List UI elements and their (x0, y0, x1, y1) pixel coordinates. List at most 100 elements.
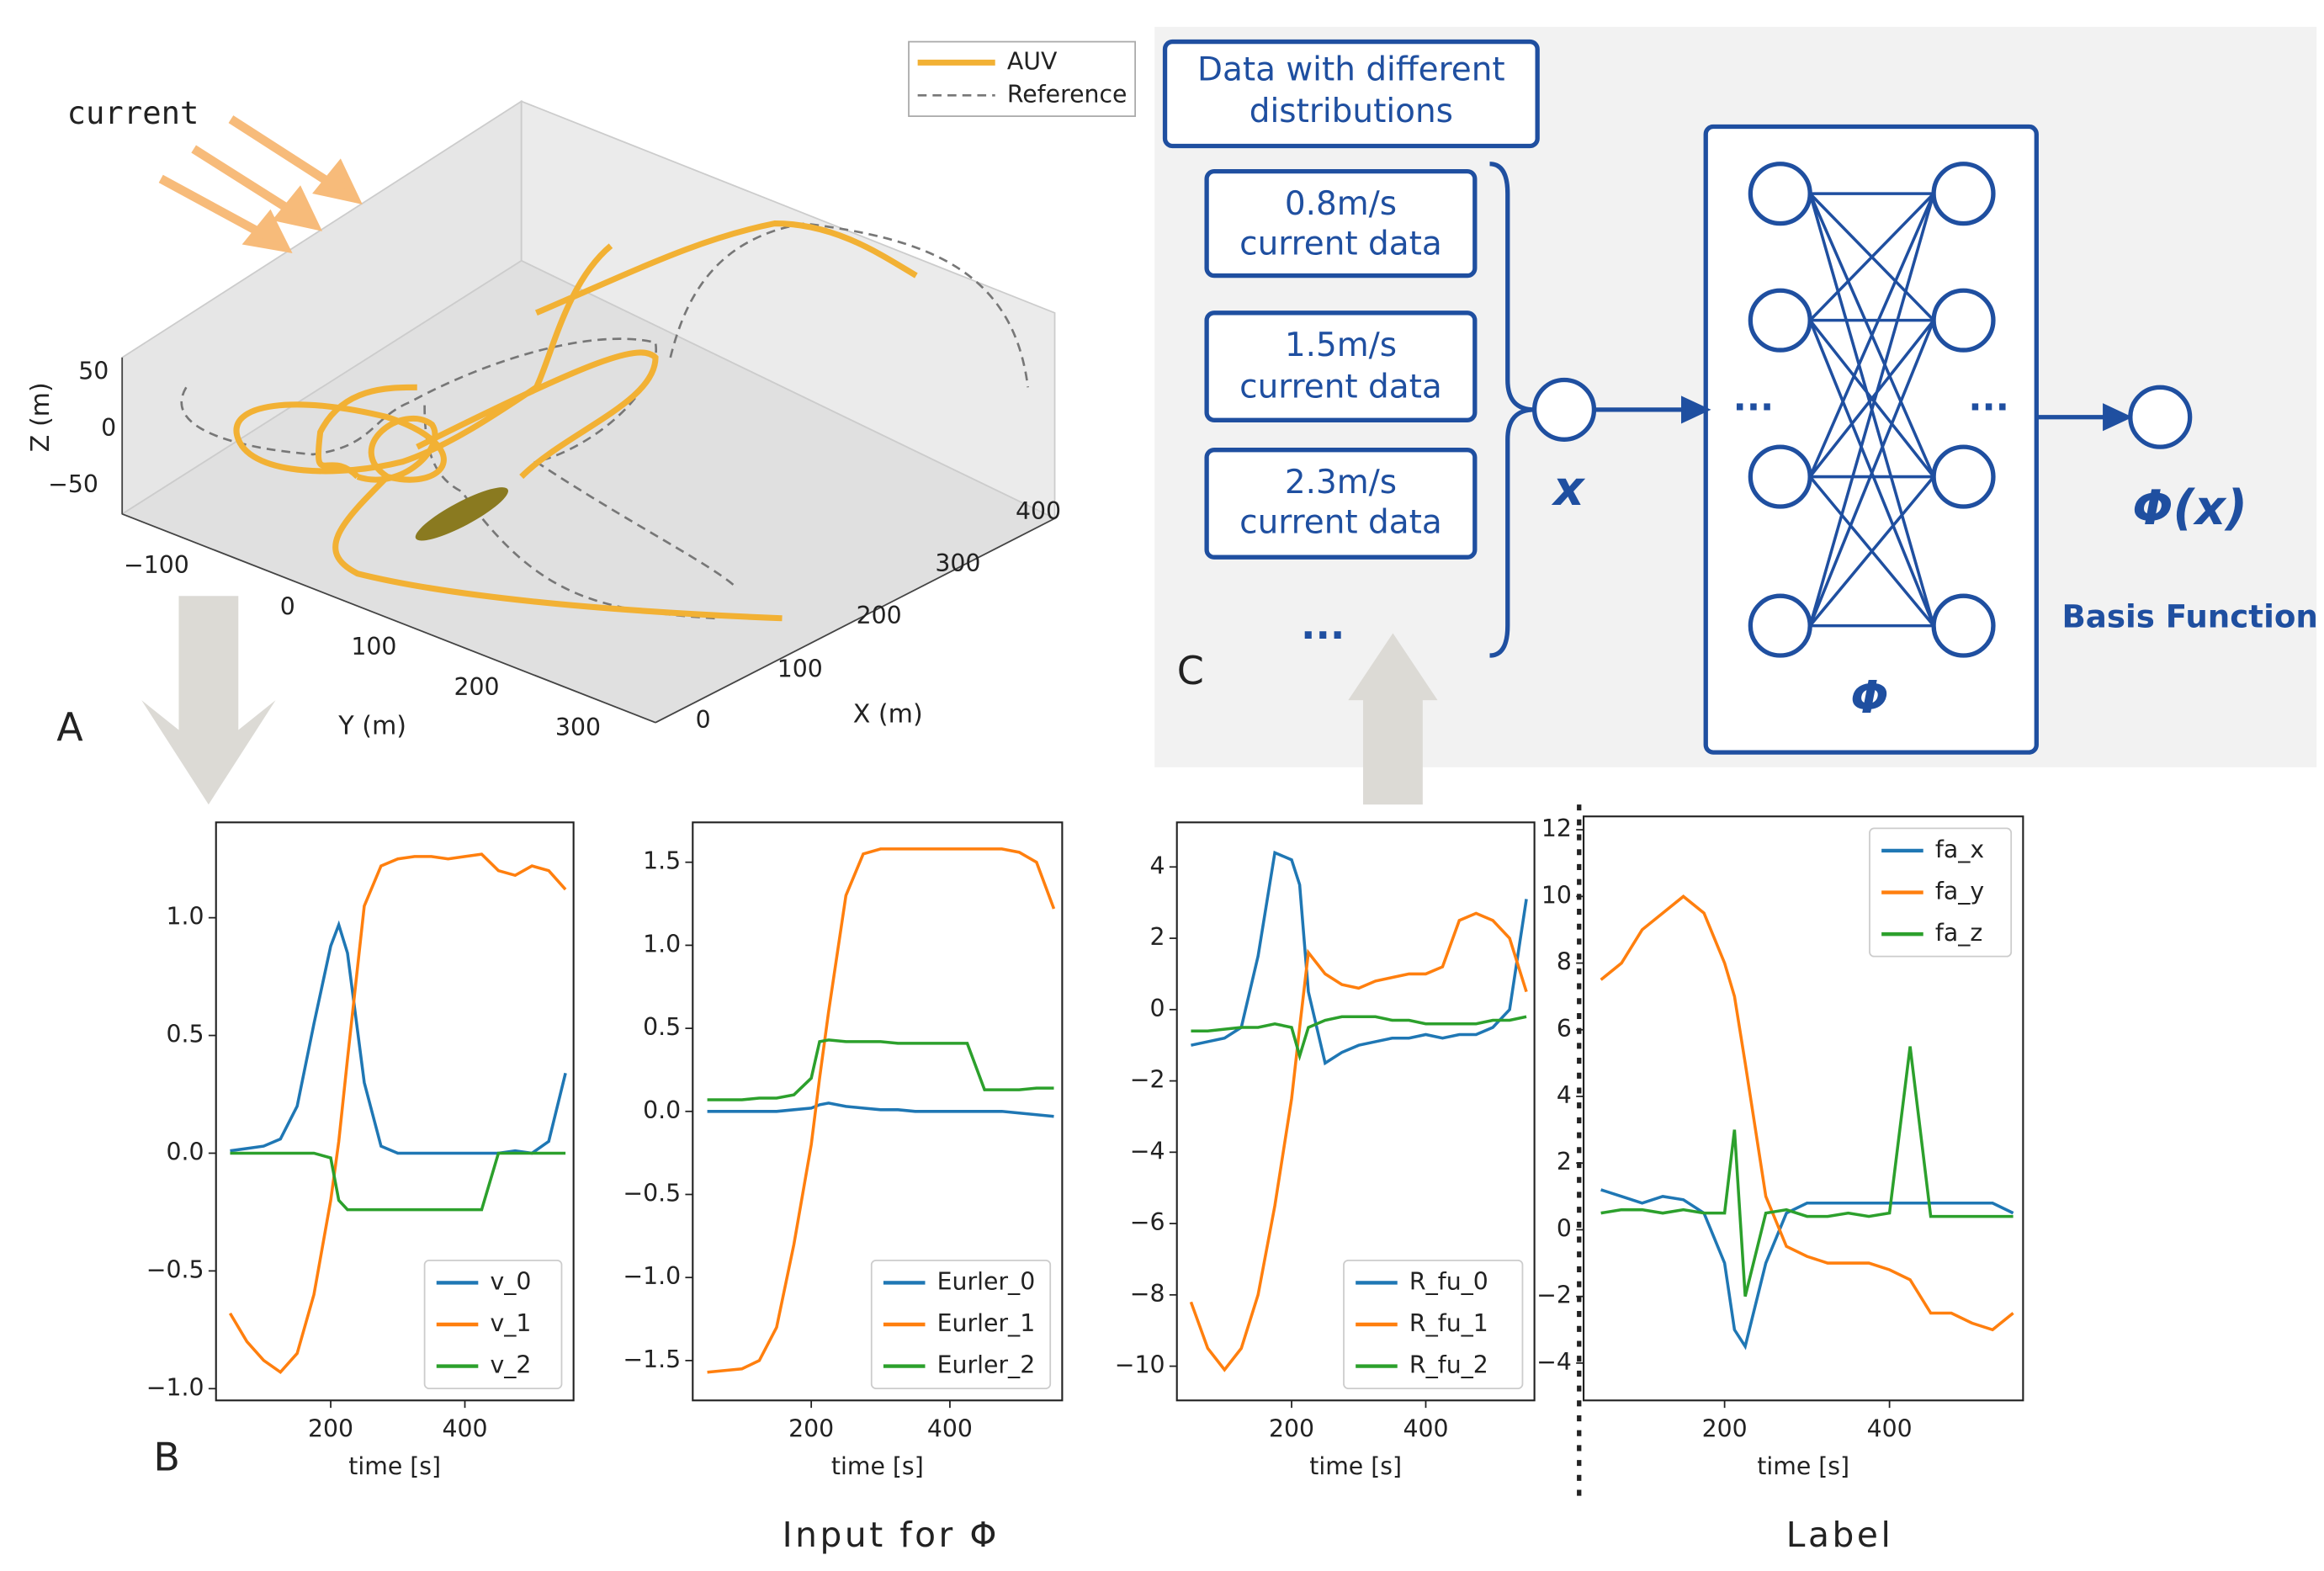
y-tick-label: 0.5 (167, 1021, 204, 1048)
node (1931, 593, 1996, 658)
x-tick-label: 200 (788, 1415, 834, 1443)
y-tick-label: 12 (1541, 815, 1572, 842)
x-axis-label: time [s] (1757, 1452, 1849, 1480)
node (1931, 444, 1996, 509)
trajectory-3d (180, 220, 1029, 622)
output-caption: Basis Function (2061, 597, 2317, 634)
y-tick-label: −4 (1130, 1137, 1165, 1165)
y-tick-label: −4 (1536, 1348, 1572, 1376)
y-tick-label: 2 (1557, 1148, 1572, 1176)
axes-3d-box (120, 99, 1057, 724)
y-tick-label: −0.5 (623, 1179, 681, 1207)
hidden-dots: ··· (1733, 387, 1774, 428)
series-line (1600, 1188, 2014, 1351)
x-axis-label: time [s] (831, 1452, 924, 1480)
y-tick-label: 6 (1557, 1015, 1572, 1043)
x-axis-label: X (m) (853, 699, 923, 729)
legend-label: fa_y (1935, 878, 1984, 905)
x-tick-label: 400 (1403, 1415, 1448, 1443)
x-tick-label: 200 (857, 602, 902, 629)
y-tick-label: −8 (1130, 1280, 1165, 1308)
x-tick-label: 0 (696, 706, 711, 734)
panel-label: A (56, 704, 83, 750)
y-tick-label: 0.0 (643, 1096, 681, 1124)
node (1748, 162, 1812, 226)
input-box: current data (1239, 369, 1442, 406)
box-title: Data with different (1197, 50, 1505, 88)
input-box: 1.5m/s (1285, 326, 1397, 364)
input-box: current data (1239, 504, 1442, 542)
legend-label: v_2 (491, 1351, 532, 1379)
edge (1808, 319, 1935, 627)
x-tick-label: 400 (442, 1415, 487, 1443)
y-tick-label: −10 (1115, 1351, 1165, 1379)
edge (1808, 193, 1935, 627)
caption: Input for Φ (783, 1515, 1000, 1555)
y-tick-label: 1.0 (167, 903, 204, 931)
series-line (1600, 894, 2014, 1332)
x-tick-label: 400 (1867, 1415, 1913, 1443)
input-box: current data (1239, 226, 1442, 263)
x-axis-label: time [s] (1309, 1452, 1402, 1480)
input-box: 0.8m/s (1285, 185, 1397, 223)
x-tick-label: 400 (1016, 497, 1061, 525)
y-tick-label: 0.0 (167, 1138, 204, 1165)
x-tick-label: 200 (308, 1415, 353, 1443)
y-tick-label: −2 (1536, 1282, 1572, 1309)
x-tick-label: 200 (1269, 1415, 1314, 1443)
legend-label: R_fu_1 (1409, 1309, 1488, 1337)
series-line (707, 1038, 1054, 1101)
legend-label: fa_x (1935, 836, 1984, 863)
x-tick-label: 400 (927, 1415, 973, 1443)
legend-box (1343, 1259, 1524, 1389)
x-tick-label: 300 (935, 549, 980, 577)
current-arrows (158, 115, 363, 253)
y-tick-label: 1.5 (643, 847, 681, 875)
legend-label: AUV (1007, 47, 1058, 75)
y-axis-label: Y (m) (337, 712, 406, 741)
edge (1808, 319, 1935, 478)
output-label: Φ(x) (2132, 480, 2247, 536)
node (1931, 288, 1996, 353)
series-line (1191, 850, 1528, 1066)
y-tick-label: 4 (1150, 852, 1165, 879)
y-tick-label: −1.0 (146, 1373, 204, 1401)
node (1748, 444, 1812, 509)
y-tick-label: 1.0 (643, 930, 681, 958)
panel-label: B (153, 1435, 180, 1480)
input-box: 2.3m/s (1285, 464, 1397, 502)
z-tick-label: 50 (78, 358, 109, 385)
legend-label: v_0 (491, 1267, 532, 1295)
legend-label: Reference (1007, 80, 1128, 108)
y-tick-label: −6 (1130, 1208, 1165, 1236)
series-line (1191, 1015, 1527, 1062)
series-line (707, 847, 1056, 1374)
y-tick-label: 200 (454, 673, 500, 701)
legend-label: R_fu_2 (1409, 1351, 1488, 1379)
x-tick-label: 200 (1702, 1415, 1748, 1443)
y-tick-label: −1.5 (623, 1345, 681, 1373)
legend-box (1869, 827, 2013, 958)
node (1748, 593, 1812, 658)
legend-label: fa_z (1935, 919, 1982, 947)
network (1748, 162, 1996, 658)
edge (1808, 192, 1935, 321)
series-line (228, 852, 567, 1375)
caption: Label (1786, 1515, 1894, 1555)
node (1748, 288, 1812, 353)
arrow-up (1348, 633, 1438, 805)
y-tick-label: −1.0 (623, 1262, 681, 1290)
input-node-label: x (1551, 461, 1585, 517)
z-tick-label: −50 (48, 470, 98, 498)
y-tick-label: 10 (1541, 881, 1572, 909)
edge (1808, 193, 1935, 478)
legend-box (908, 40, 1137, 117)
legend-label: Eurler_0 (937, 1267, 1036, 1295)
y-tick-label: 300 (555, 714, 601, 741)
arrow-down (141, 596, 276, 805)
legend-label: Eurler_2 (937, 1351, 1036, 1379)
series-line (230, 1151, 566, 1212)
plot-area (1175, 821, 1536, 1402)
